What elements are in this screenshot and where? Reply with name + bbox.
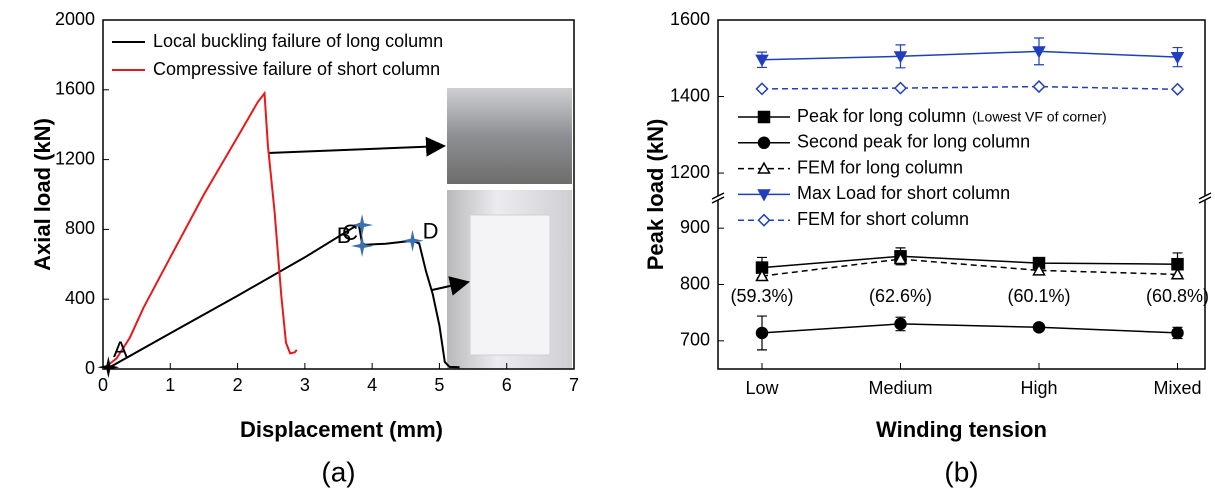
y-tick-label: 700 (680, 330, 710, 350)
data-line (761, 85, 1178, 91)
legend-marker (757, 213, 771, 227)
marker (1170, 51, 1185, 65)
data-line (761, 50, 1178, 61)
legend-marker (757, 189, 771, 202)
x-tick-label: 5 (434, 375, 444, 395)
point-star (401, 229, 424, 252)
x-tick-label: Mixed (1153, 378, 1201, 398)
point-label: B (337, 223, 352, 248)
marker (755, 82, 769, 96)
y-tick-label: 1600 (670, 9, 710, 29)
percent-label: (62.6%) (869, 286, 932, 306)
legend-label: Compressive failure of short column (153, 59, 440, 79)
percent-label: (60.1%) (1007, 286, 1070, 306)
percent-label: (59.3%) (730, 286, 793, 306)
point-label: A (113, 337, 128, 362)
marker (894, 317, 907, 331)
data-line (761, 258, 1178, 277)
x-axis-title: Displacement (mm) (240, 417, 443, 442)
legend-label: FEM for long column (797, 157, 963, 177)
data-line (761, 255, 1178, 269)
data-line (761, 323, 1178, 334)
legend-note: (Lowest VF of corner) (972, 109, 1107, 125)
marker (893, 51, 908, 64)
y-axis-title: Peak load (kN) (643, 119, 668, 271)
y-tick-label: 1200 (55, 148, 95, 168)
marker (1170, 267, 1185, 280)
legend-label: Local buckling failure of long column (153, 31, 443, 51)
caption: (b) (944, 456, 978, 487)
data-line (102, 222, 460, 370)
x-tick-label: Low (745, 378, 779, 398)
marker (755, 269, 769, 282)
x-tick-label: Medium (868, 378, 932, 398)
y-tick-label: 2000 (55, 9, 95, 29)
point-label: D (423, 219, 439, 244)
legend-marker (757, 161, 771, 174)
legend-marker (757, 110, 771, 124)
arrow (267, 136, 446, 157)
marker (1032, 80, 1046, 94)
marker (755, 54, 769, 67)
y-tick-label: 0 (85, 358, 95, 378)
marker (755, 326, 769, 340)
y-tick-label: 1200 (670, 162, 710, 182)
point-star (97, 356, 120, 379)
point-star (351, 235, 374, 257)
caption: (a) (321, 456, 355, 487)
marker (1170, 82, 1185, 96)
marker (1032, 321, 1046, 334)
marker (893, 252, 908, 265)
x-tick-label: 6 (502, 375, 512, 395)
x-tick-label: 2 (233, 375, 243, 395)
x-tick-label: 3 (300, 375, 310, 395)
arrow (431, 276, 470, 296)
photo-short-column (447, 88, 572, 184)
point-star (351, 214, 374, 236)
legend-label: Second peak for long column (797, 132, 1030, 152)
x-tick-label: 0 (98, 375, 108, 395)
y-tick-label: 900 (680, 217, 710, 237)
y-tick-label: 1400 (670, 85, 710, 105)
y-tick-label: 800 (65, 218, 95, 238)
x-tick-label: High (1020, 378, 1057, 398)
marker (1032, 46, 1046, 59)
x-tick-label: 4 (367, 375, 377, 395)
legend-label: Peak for long column (797, 106, 966, 126)
axis-break (711, 192, 1212, 204)
x-tick-label: 7 (569, 375, 579, 395)
plot-frame (102, 19, 575, 370)
y-tick-label: 1600 (55, 79, 95, 99)
point-label: C (342, 220, 358, 245)
y-tick-label: 800 (680, 273, 710, 293)
marker (1171, 326, 1184, 340)
photo-specimen (469, 214, 551, 356)
y-axis-title: Axial load (kN) (30, 118, 55, 271)
x-tick-label: 1 (165, 375, 175, 395)
y-tick-label: 400 (65, 288, 95, 308)
legend-label: Max Load for short column (797, 183, 1010, 203)
data-line (102, 90, 298, 370)
marker (1032, 263, 1046, 276)
marker (893, 81, 908, 95)
legend-marker (757, 136, 771, 150)
percent-label: (60.8%) (1146, 286, 1209, 306)
x-axis-title: Winding tension (876, 417, 1047, 442)
legend-label: FEM for short column (797, 209, 969, 229)
